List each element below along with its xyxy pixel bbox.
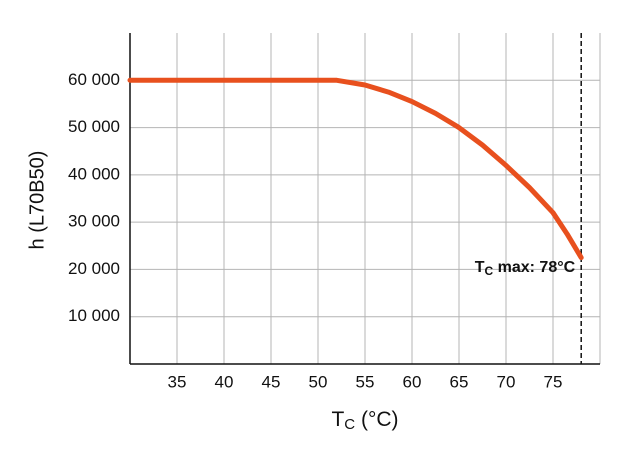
x-tick-label: 35 xyxy=(168,372,187,391)
x-label-base: T xyxy=(331,408,344,431)
annotation-rest: max: 78°C xyxy=(493,259,575,276)
y-axis-label: h (L70B50) xyxy=(26,151,48,250)
x-tick-label: 75 xyxy=(544,372,563,391)
y-tick-label: 50 000 xyxy=(68,117,120,136)
y-tick-label: 10 000 xyxy=(68,306,120,325)
x-tick-label: 45 xyxy=(262,372,281,391)
x-axis-label: TC (°C) xyxy=(331,408,398,433)
annotation-sub: C xyxy=(485,264,494,278)
annotation: TC max: 78°C xyxy=(475,259,576,278)
x-tick-label: 65 xyxy=(450,372,469,391)
annotation-base: T xyxy=(475,259,485,276)
y-tick-label: 30 000 xyxy=(68,212,120,231)
y-tick-label: 40 000 xyxy=(68,164,120,183)
x-tick-label: 60 xyxy=(403,372,422,391)
x-tick-label: 40 xyxy=(215,372,234,391)
x-label-sub: C xyxy=(344,416,355,433)
x-tick-label: 70 xyxy=(497,372,516,391)
x-label-rest: (°C) xyxy=(355,408,398,431)
x-tick-label: 55 xyxy=(356,372,375,391)
x-tick-label: 50 xyxy=(309,372,328,391)
data-line xyxy=(127,77,584,261)
y-tick-label: 60 000 xyxy=(68,70,120,89)
y-tick-label: 20 000 xyxy=(68,259,120,278)
